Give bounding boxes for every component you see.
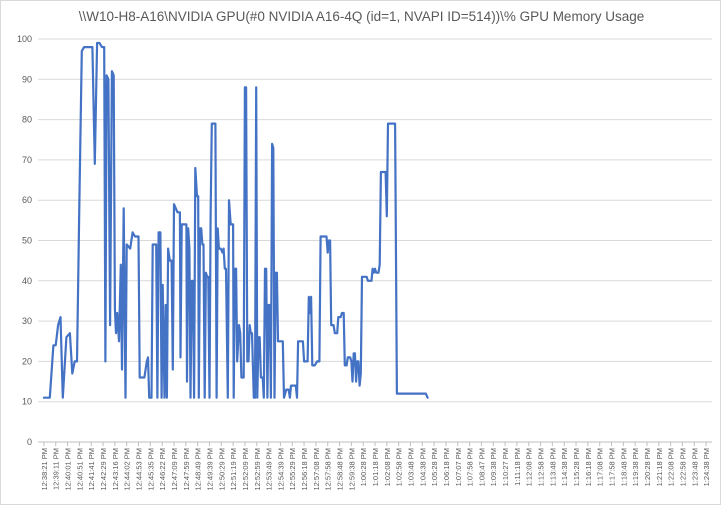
x-tick-label: 12:47:09 PM [170, 448, 179, 491]
x-tick-label: 12:43:16 PM [111, 448, 120, 491]
x-tick-label: 12:57:58 PM [324, 448, 333, 491]
x-tick-label: 1:13:48 PM [548, 448, 557, 486]
x-tick-label: 12:52:59 PM [253, 448, 262, 491]
x-tick-label: 1:23:48 PM [690, 448, 699, 486]
x-tick-label: 12:47:59 PM [182, 448, 191, 491]
x-tick-label: 12:38:21 PM [40, 448, 49, 491]
x-tick-label: 1:08:47 PM [477, 448, 486, 486]
x-tick-label: 12:42:29 PM [99, 448, 108, 491]
x-tick-label: 1:04:38 PM [418, 448, 427, 486]
x-tick-label: 12:57:08 PM [312, 448, 321, 491]
x-tick-label: 12:48:49 PM [194, 448, 203, 491]
x-tick-label: 12:44:02 PM [123, 448, 132, 491]
y-tick-label: 70 [22, 155, 32, 165]
x-tick-label: 1:03:48 PM [406, 448, 415, 486]
y-tick-label: 50 [22, 236, 32, 246]
x-tick-label: 12:54:39 PM [276, 448, 285, 491]
x-tick-label: 1:22:58 PM [678, 448, 687, 486]
x-tick-label: 1:20:28 PM [643, 448, 652, 486]
x-tick-label: 12:56:18 PM [300, 448, 309, 491]
x-tick-label: 12:53:49 PM [265, 448, 274, 491]
x-tick-label: 1:17:08 PM [596, 448, 605, 486]
x-tick-label: 12:59:38 PM [347, 448, 356, 491]
x-tick-label: 12:50:29 PM [217, 448, 226, 491]
x-tick-label: 12:41:41 PM [87, 448, 96, 491]
x-tick-label: 1:06:18 PM [442, 448, 451, 486]
x-tick-label: 12:44:53 PM [135, 448, 144, 491]
x-tick-label: 1:14:38 PM [560, 448, 569, 486]
x-tick-label: 12:51:19 PM [229, 448, 238, 491]
x-tick-label: 1:19:38 PM [631, 448, 640, 486]
x-tick-label: 1:17:58 PM [607, 448, 616, 486]
x-tick-label: 1:12:08 PM [525, 448, 534, 486]
x-tick-label: 12:40:51 PM [75, 448, 84, 491]
y-tick-label: 10 [22, 397, 32, 407]
y-tick-label: 40 [22, 276, 32, 286]
x-tick-label: 1:15:28 PM [572, 448, 581, 486]
x-tick-label: 1:05:28 PM [430, 448, 439, 486]
x-tick-label: 1:18:48 PM [619, 448, 628, 486]
y-tick-label: 100 [17, 34, 32, 44]
x-tick-label: 1:12:58 PM [537, 448, 546, 486]
x-tick-label: 12:40:01 PM [64, 448, 73, 491]
y-tick-label: 90 [22, 74, 32, 84]
x-tick-label: 1:09:38 PM [489, 448, 498, 486]
x-tick-label: 1:00:28 PM [359, 448, 368, 486]
x-tick-label: 12:39:11 PM [52, 448, 61, 490]
x-tick-label: 12:49:39 PM [205, 448, 214, 491]
x-tick-label: 1:02:08 PM [383, 448, 392, 486]
x-tick-label: 1:16:18 PM [584, 448, 593, 486]
chart-title: \\W10-H8-A16\NVIDIA GPU(#0 NVIDIA A16-4Q… [78, 9, 645, 24]
x-tick-label: 1:07:58 PM [466, 448, 475, 486]
x-tick-label: 1:10:27 PM [501, 448, 510, 486]
x-tick-label: 12:46:22 PM [158, 448, 167, 491]
y-tick-label: 30 [22, 316, 32, 326]
x-tick-label: 12:55:29 PM [288, 448, 297, 491]
series-line [42, 41, 429, 399]
x-tick-label: 12:58:48 PM [336, 448, 345, 491]
y-tick-label: 20 [22, 356, 32, 366]
x-tick-label: 1:02:58 PM [395, 448, 404, 486]
x-tick-label: 1:22:08 PM [667, 448, 676, 486]
x-tick-label: 12:52:09 PM [241, 448, 250, 491]
x-tick-label: 1:11:18 PM [513, 448, 522, 486]
y-tick-label: 0 [27, 437, 32, 447]
x-tick-label: 1:07:07 PM [454, 448, 463, 486]
x-tick-label: 1:24:38 PM [702, 448, 711, 486]
y-tick-label: 80 [22, 115, 32, 125]
x-tick-label: 1:21:18 PM [655, 448, 664, 486]
y-tick-label: 60 [22, 195, 32, 205]
x-tick-label: 1:01:18 PM [371, 448, 380, 486]
x-tick-label: 12:45:35 PM [146, 448, 155, 491]
